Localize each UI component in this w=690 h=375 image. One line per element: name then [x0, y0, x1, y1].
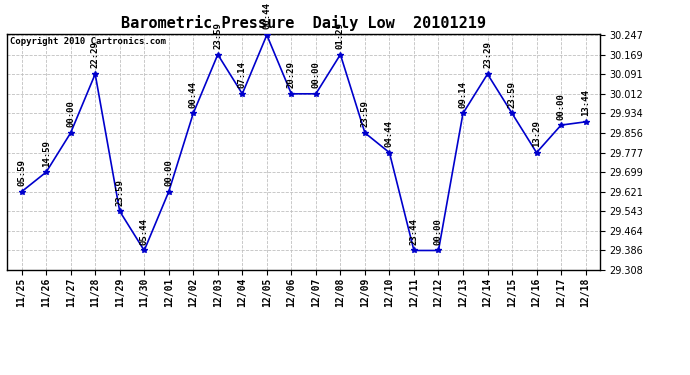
Text: 22:29: 22:29 — [90, 42, 99, 69]
Text: 13:44: 13:44 — [581, 89, 590, 116]
Text: 00:00: 00:00 — [66, 100, 75, 127]
Text: 04:44: 04:44 — [385, 120, 394, 147]
Text: 23:44: 23:44 — [409, 218, 418, 245]
Text: 00:00: 00:00 — [164, 159, 173, 186]
Text: 09:14: 09:14 — [458, 81, 468, 108]
Text: 14:59: 14:59 — [41, 140, 50, 166]
Text: 00:00: 00:00 — [434, 218, 443, 245]
Text: 07:14: 07:14 — [238, 62, 247, 88]
Text: 13:29: 13:29 — [532, 120, 541, 147]
Text: 23:29: 23:29 — [483, 42, 492, 69]
Text: Copyright 2010 Cartronics.com: Copyright 2010 Cartronics.com — [10, 37, 166, 46]
Text: 23:59: 23:59 — [213, 22, 222, 49]
Text: 00:00: 00:00 — [557, 93, 566, 120]
Text: 00:00: 00:00 — [311, 62, 320, 88]
Text: 23:59: 23:59 — [115, 179, 124, 206]
Title: Barometric Pressure  Daily Low  20101219: Barometric Pressure Daily Low 20101219 — [121, 15, 486, 31]
Text: 23:59: 23:59 — [508, 81, 517, 108]
Text: 20:29: 20:29 — [287, 62, 296, 88]
Text: 23:59: 23:59 — [360, 100, 369, 127]
Text: 00:44: 00:44 — [262, 3, 271, 30]
Text: 00:44: 00:44 — [189, 81, 198, 108]
Text: 01:29: 01:29 — [336, 22, 345, 49]
Text: 05:59: 05:59 — [17, 159, 26, 186]
Text: 05:44: 05:44 — [139, 218, 149, 245]
